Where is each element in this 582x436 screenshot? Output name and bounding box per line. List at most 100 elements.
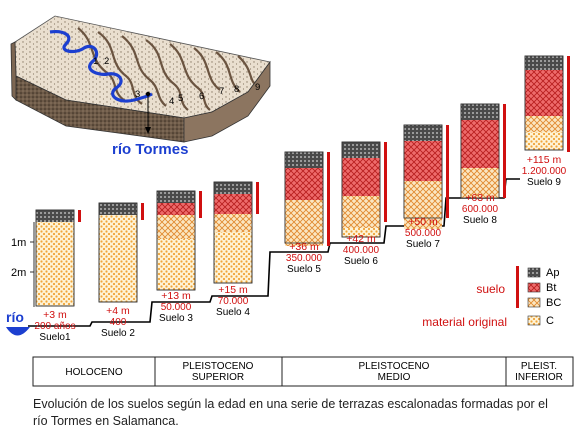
horizon-bt [461, 120, 499, 168]
soil-age-label: 1.200.000 [522, 166, 567, 177]
soil-name-label: Suelo 9 [527, 177, 561, 188]
horizon-ap [404, 125, 442, 141]
horizon-bt [525, 70, 563, 116]
horizon-bc [525, 116, 563, 132]
legend-bt-label: Bt [546, 282, 556, 294]
legend-c-swatch [527, 315, 541, 326]
soil-age-label: 600.000 [462, 204, 499, 215]
profile-outline [403, 124, 443, 219]
soil-age-label: 400.000 [343, 245, 380, 256]
soil-height-label: +63 m [465, 192, 495, 204]
soil-age-label: 350.000 [286, 253, 323, 264]
horizon-bc [404, 181, 442, 229]
soil-height-label: +3 m [43, 309, 67, 321]
horizon-bc [461, 168, 499, 198]
profile-outline [284, 151, 324, 244]
terrace-number-2: 2 [104, 56, 109, 67]
depth-tick-2m: 2m [11, 267, 26, 279]
block-right-face [183, 60, 271, 143]
river-label-small: río [6, 309, 24, 325]
horizon-ap [342, 142, 380, 158]
horizon-bc [157, 215, 195, 239]
terrace-number-9: 9 [255, 82, 260, 93]
soil-name-label: Suelo 5 [287, 264, 321, 275]
soil-depth-bar [78, 210, 81, 222]
soil-depth-bar [199, 191, 202, 218]
horizon-bt [404, 141, 442, 181]
legend-bc-swatch [527, 297, 541, 308]
soil-height-label: +13 m [161, 290, 191, 302]
period-pleist-inferior: PLEIST. INFERIOR [515, 361, 563, 383]
profile-outline [460, 103, 500, 199]
block-left-face [10, 41, 17, 101]
terrace-staircase-line [28, 178, 520, 327]
legend-bc-label: BC [546, 297, 561, 309]
profile-outline [35, 209, 75, 307]
legend-bt-swatch [527, 282, 541, 293]
horizon-bc [285, 200, 323, 246]
soil-depth-bar [256, 182, 259, 214]
horizon-ap [99, 203, 137, 215]
soil-depth-bar [327, 152, 330, 246]
depth-axis: 1m 2m [11, 222, 35, 307]
legend: suelo Ap Bt BC C material original [422, 266, 561, 329]
legend-suelo-bar [516, 266, 519, 308]
profile-outline [341, 141, 381, 238]
soil-depth-bar [141, 203, 144, 220]
river-pointer-dot [145, 91, 151, 97]
soil-name-label: Suelo1 [39, 332, 71, 343]
terrace-number-1: 1 [93, 56, 98, 67]
soil-age-label: 500.000 [405, 228, 442, 239]
soil-name-label: Suelo 8 [463, 215, 497, 226]
horizon-ap [214, 182, 252, 194]
horizon-ap [36, 210, 74, 222]
soil-depth-bar [503, 104, 506, 198]
profile-outline [98, 202, 138, 303]
horizon-bc [214, 214, 252, 232]
horizon-ap [525, 56, 563, 70]
horizon-ap [461, 104, 499, 120]
soil-name-label: Suelo 2 [101, 328, 135, 339]
terrace-number-4: 4 [169, 96, 174, 107]
soil-height-label: +4 m [106, 305, 130, 317]
profile-outline [524, 55, 564, 151]
soil-age-label: 200 años [34, 321, 75, 332]
river-channel [6, 327, 30, 336]
river-pointer-arrow [145, 127, 151, 134]
soil-height-label: +15 m [218, 284, 248, 296]
horizon-c [98, 202, 138, 303]
soil-height-label: +42 m [346, 233, 376, 245]
soil-height-label: +36 m [289, 241, 319, 253]
soil-age-label: 70.000 [218, 296, 249, 307]
period-pleistoceno-medio: PLEISTOCENO MEDIO [359, 361, 430, 383]
period-bar-frame [32, 356, 574, 387]
terrace-number-8: 8 [234, 84, 239, 95]
legend-c-label: C [546, 315, 554, 327]
profile-outline [156, 190, 196, 291]
soil-depth-bar [567, 56, 570, 152]
horizon-ap [157, 191, 195, 203]
soil-depth-bar [384, 142, 387, 222]
legend-ap-swatch [527, 267, 541, 278]
river-tormes-label: río Tormes [112, 141, 188, 158]
depth-tick-1m: 1m [11, 237, 26, 249]
terrace-number-7: 7 [219, 86, 224, 97]
terrace-number-5: 5 [178, 93, 183, 104]
period-holoceno: HOLOCENO [65, 367, 122, 378]
soil-age-label: 50.000 [161, 302, 192, 313]
horizon-bt [214, 194, 252, 214]
horizon-bt [342, 158, 380, 196]
period-bar: HOLOCENO PLEISTOCENO SUPERIOR PLEISTOCENO… [32, 356, 574, 387]
soil-age-label: 400 [110, 317, 127, 328]
legend-material-label: material original [422, 315, 507, 329]
